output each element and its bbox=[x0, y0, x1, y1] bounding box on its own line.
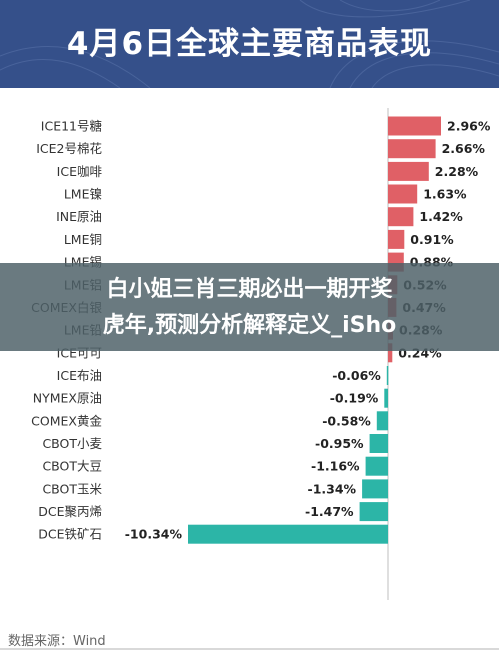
watermark-text: 白小姐三肖三期必出一期开奖 虎年,预测分析解释定义_iSho bbox=[102, 277, 397, 338]
bar bbox=[188, 524, 388, 544]
bar bbox=[386, 366, 389, 385]
page-title: 4月6日全球主要商品表现 bbox=[66, 26, 433, 62]
category-label: ICE2号棉花 bbox=[36, 141, 102, 156]
data-label: -1.47% bbox=[305, 504, 354, 519]
data-label: 2.96% bbox=[447, 119, 491, 134]
data-label: 1.42% bbox=[419, 209, 463, 224]
bar bbox=[369, 434, 388, 453]
bar bbox=[388, 139, 436, 159]
divider bbox=[0, 648, 499, 650]
category-label: LME镍 bbox=[64, 187, 102, 202]
bar bbox=[365, 456, 388, 476]
data-label: -10.34% bbox=[125, 527, 183, 542]
category-label: CBOT大豆 bbox=[42, 459, 102, 474]
category-label: CBOT小麦 bbox=[42, 436, 102, 451]
source-note: 数据来源：Wind bbox=[8, 634, 106, 649]
bar bbox=[388, 184, 418, 204]
category-label: ICE布油 bbox=[57, 368, 102, 383]
category-label: NYMEX原油 bbox=[33, 391, 102, 406]
contour-pattern bbox=[0, 0, 499, 88]
watermark-banner: 白小姐三肖三期必出一期开奖 虎年,预测分析解释定义_iSho bbox=[0, 263, 499, 351]
data-label: -1.34% bbox=[308, 481, 357, 496]
data-label: -0.58% bbox=[322, 413, 371, 428]
bar bbox=[384, 388, 388, 408]
data-label: -0.06% bbox=[332, 368, 381, 383]
bar bbox=[388, 207, 414, 227]
data-label: -1.16% bbox=[311, 459, 360, 474]
data-label: 2.28% bbox=[435, 164, 479, 179]
bar bbox=[359, 502, 388, 522]
category-label: COMEX黄金 bbox=[31, 413, 102, 428]
bar bbox=[362, 479, 388, 499]
data-label: 0.91% bbox=[410, 232, 454, 247]
bar bbox=[388, 161, 429, 181]
bar bbox=[388, 116, 441, 136]
bar bbox=[376, 411, 388, 431]
header-banner: 4月6日全球主要商品表现 bbox=[0, 0, 499, 88]
category-label: DCE铁矿石 bbox=[38, 527, 102, 542]
data-label: 2.66% bbox=[442, 141, 486, 156]
bar bbox=[388, 343, 393, 363]
category-label: ICE咖啡 bbox=[57, 164, 103, 179]
category-label: LME铜 bbox=[64, 232, 102, 247]
bar bbox=[388, 229, 405, 249]
category-label: CBOT玉米 bbox=[42, 481, 102, 496]
category-label: ICE11号糖 bbox=[41, 119, 103, 134]
data-label: 1.63% bbox=[423, 187, 467, 202]
category-label: INE原油 bbox=[56, 209, 102, 224]
data-label: -0.19% bbox=[330, 391, 379, 406]
data-label: -0.95% bbox=[315, 436, 364, 451]
category-label: DCE聚丙烯 bbox=[38, 504, 102, 519]
